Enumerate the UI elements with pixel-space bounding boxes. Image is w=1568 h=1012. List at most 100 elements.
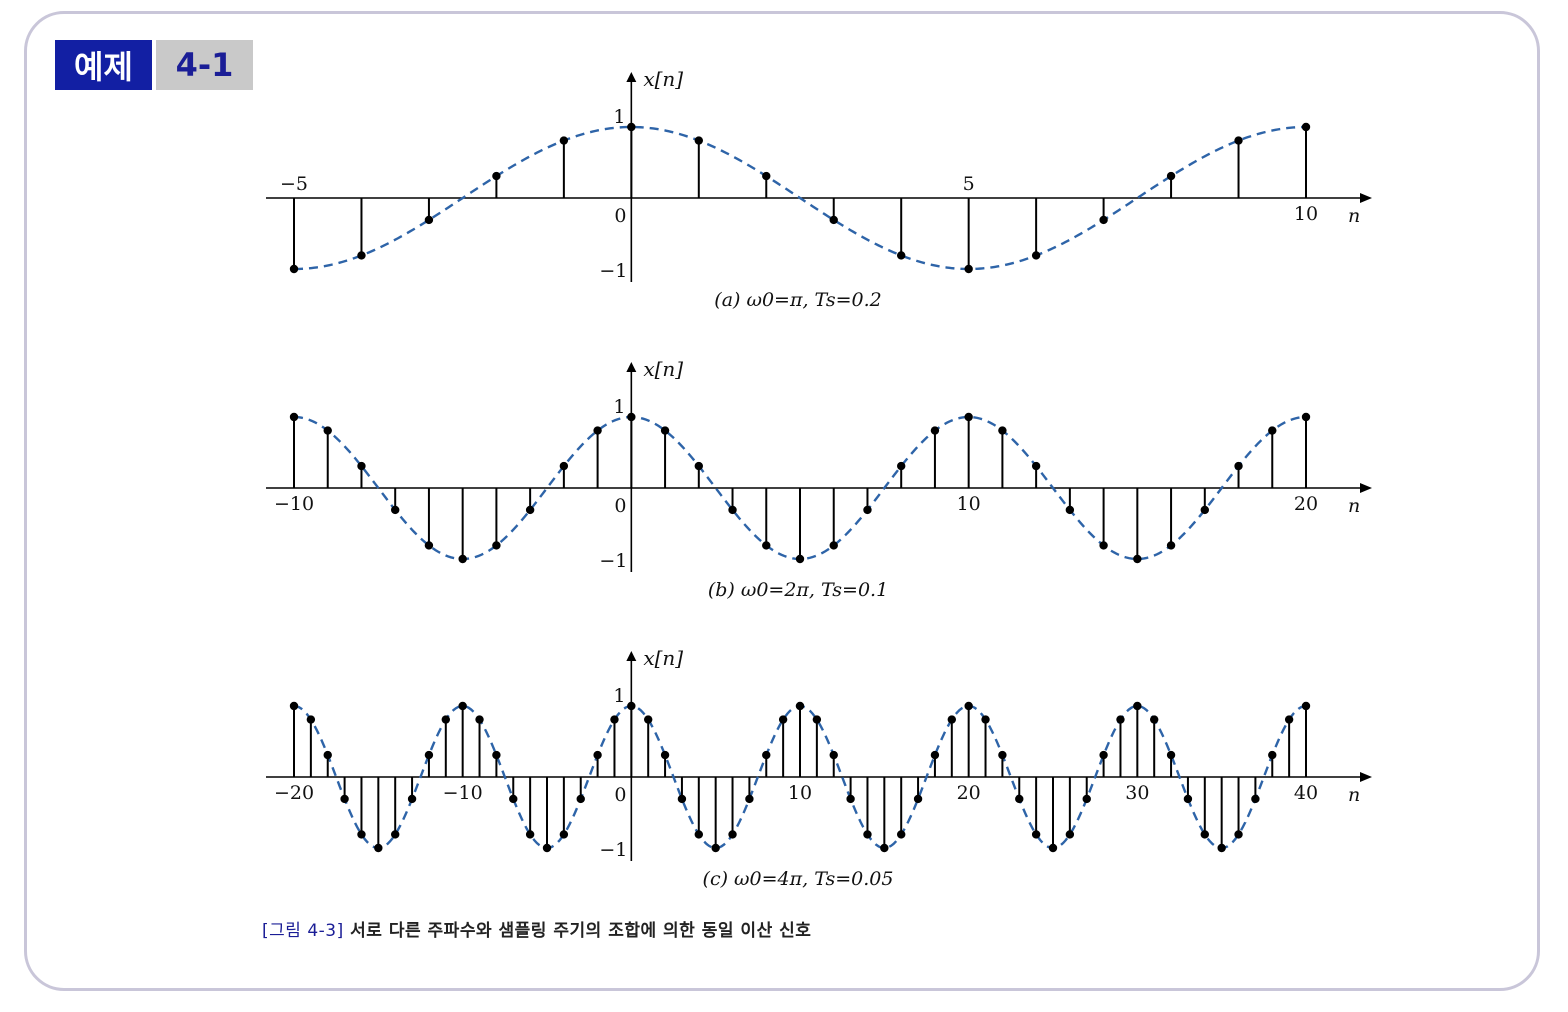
stem-marker <box>1251 794 1260 804</box>
stem-marker <box>1217 843 1226 853</box>
stem-marker <box>424 750 434 760</box>
example-badge-label: 예제 <box>55 40 152 90</box>
stem-marker <box>492 171 501 181</box>
figure-caption-number: [그림 4-3] <box>262 921 344 941</box>
y-axis-arrow <box>626 362 637 372</box>
x-tick-label: 5 <box>963 173 975 195</box>
stem-marker <box>728 830 737 839</box>
stem-marker <box>897 461 906 471</box>
x-tick-label: 10 <box>957 493 981 515</box>
stem-marker <box>357 461 366 471</box>
y-tick-label: −1 <box>599 260 627 282</box>
stem-marker <box>1268 750 1277 760</box>
example-badge-number: 4-1 <box>156 40 253 90</box>
stem-marker <box>289 701 299 711</box>
stem-marker <box>323 426 332 435</box>
stem-marker <box>1284 715 1294 724</box>
x-tick-label: 40 <box>1294 782 1318 804</box>
stem-marker <box>812 715 822 724</box>
stem-marker <box>374 843 383 853</box>
y-tick-label: −1 <box>599 839 627 861</box>
x-axis-arrow <box>1360 483 1372 493</box>
stem-marker <box>1031 251 1041 260</box>
x-tick-label: 10 <box>788 782 812 804</box>
stem-marker <box>1133 701 1142 711</box>
y-axis-label: x[n] <box>643 357 683 381</box>
stem-marker <box>1268 426 1277 435</box>
stem-marker <box>930 426 940 435</box>
x-axis-arrow <box>1360 193 1372 203</box>
stem-marker <box>964 264 973 274</box>
stem-marker <box>627 122 636 132</box>
stem-marker <box>593 750 602 760</box>
x-tick-label: −5 <box>280 173 308 195</box>
stem-marker <box>559 830 569 839</box>
stem-marker <box>1065 830 1075 839</box>
stem-marker <box>745 794 754 804</box>
x-axis-label: n <box>1348 495 1360 517</box>
stem-marker <box>795 554 805 564</box>
stem-marker <box>391 830 400 839</box>
stem-marker <box>1234 136 1243 145</box>
stem-marker <box>593 426 602 435</box>
content-frame <box>24 11 1540 991</box>
stem-marker <box>542 843 552 853</box>
x-tick-label: 20 <box>957 782 981 804</box>
y-tick-label: −1 <box>599 550 627 572</box>
stem-marker <box>1082 794 1091 804</box>
stem-marker <box>1200 830 1210 839</box>
stem-marker <box>829 541 838 550</box>
stem-marker <box>1166 171 1176 181</box>
stem-marker <box>644 715 653 724</box>
envelope-curve <box>293 125 1307 271</box>
y-axis-arrow <box>626 651 637 661</box>
stem-marker <box>391 505 400 515</box>
stem-marker <box>306 715 316 724</box>
stem-marker <box>610 715 619 724</box>
stem-marker <box>289 412 299 422</box>
stem-marker <box>407 794 417 804</box>
stem-marker <box>1116 715 1125 724</box>
stem-marker <box>1099 541 1108 550</box>
stem-marker <box>424 215 434 225</box>
stem-marker <box>475 715 484 724</box>
stem-marker <box>998 426 1007 435</box>
stem-marker <box>711 843 720 853</box>
stem-marker <box>357 830 366 839</box>
x-axis-label: n <box>1348 784 1360 806</box>
stem-marker <box>728 505 737 515</box>
stem-marker <box>1166 750 1176 760</box>
stem-marker <box>829 750 838 760</box>
origin-label: 0 <box>614 784 626 806</box>
panel-caption: (c) ω0=4π, Ts=0.05 <box>703 868 894 890</box>
x-tick-label: −20 <box>274 782 314 804</box>
panel-caption: (a) ω0=π, Ts=0.2 <box>714 289 881 311</box>
stem-marker <box>660 426 670 435</box>
origin-label: 0 <box>614 495 626 517</box>
stem-marker <box>1133 554 1142 564</box>
x-tick-label: 30 <box>1125 782 1149 804</box>
stem-marker <box>576 794 585 804</box>
stem-marker <box>930 750 940 760</box>
stem-marker <box>829 215 838 225</box>
stem-marker <box>762 171 771 181</box>
stem-marker <box>441 715 450 724</box>
origin-label: 0 <box>614 205 626 227</box>
y-tick-label: 1 <box>613 106 625 128</box>
stem-marker <box>289 264 299 274</box>
stem-marker <box>694 830 703 839</box>
x-tick-label: −10 <box>274 493 314 515</box>
stem-marker <box>1099 750 1108 760</box>
stem-marker <box>880 843 889 853</box>
stem-marker <box>1301 412 1311 422</box>
stem-marker <box>694 461 703 471</box>
stem-marker <box>323 750 332 760</box>
stem-marker <box>627 412 636 422</box>
stem-marker <box>458 701 467 711</box>
stem-marker <box>863 505 872 515</box>
stem-marker <box>795 701 805 711</box>
x-axis-arrow <box>1360 772 1372 782</box>
stem-marker <box>1183 794 1193 804</box>
stem-marker <box>492 750 501 760</box>
